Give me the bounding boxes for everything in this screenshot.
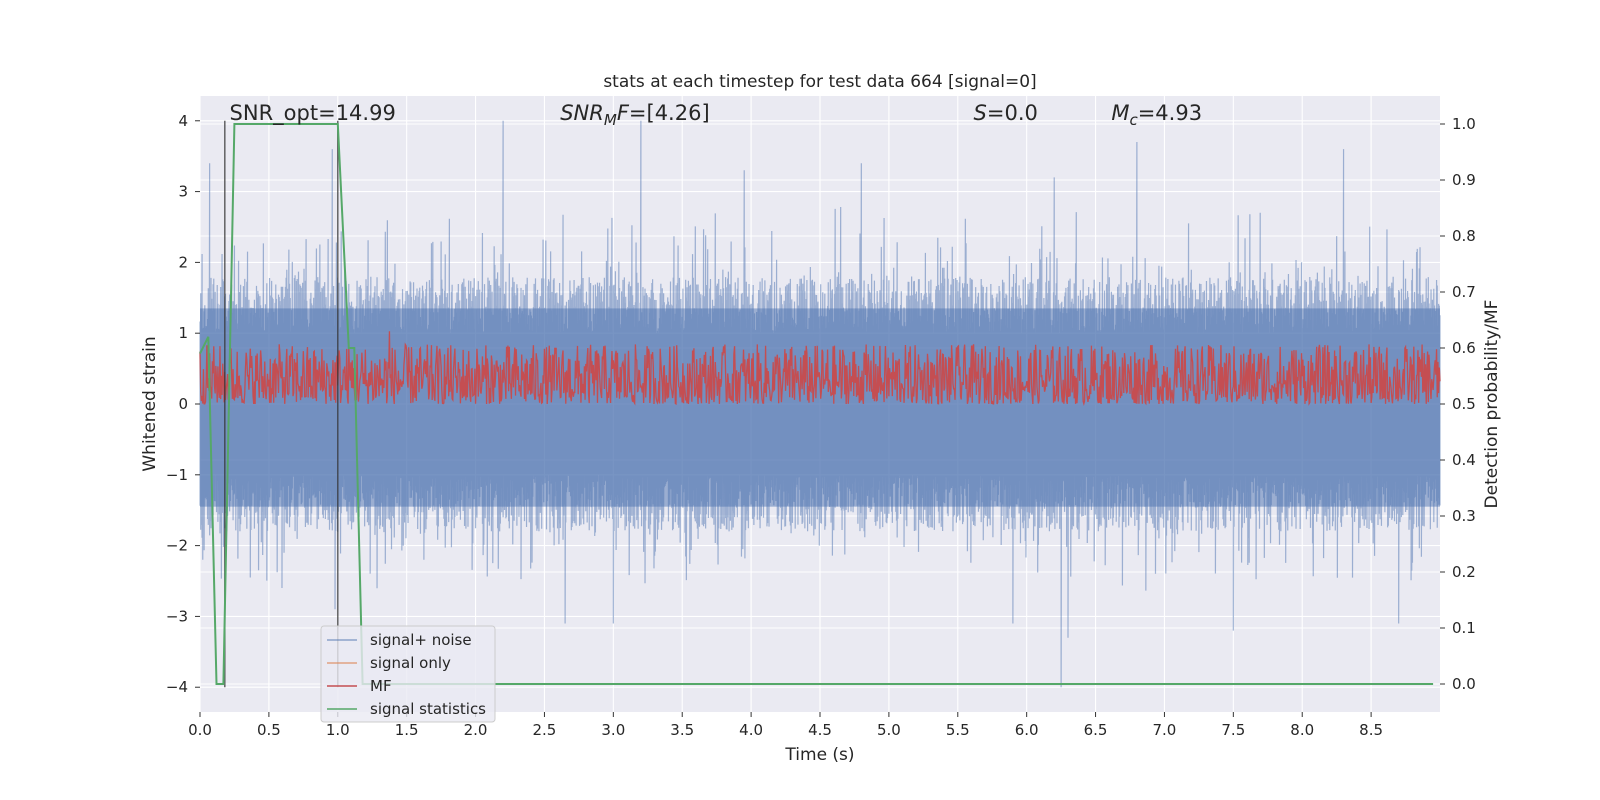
- y-tick-label: 4: [178, 112, 188, 130]
- y-axis-label: Whitened strain: [140, 336, 160, 471]
- y2-tick-label: 0.2: [1452, 563, 1476, 581]
- x-tick-label: 4.0: [739, 721, 763, 739]
- legend-box: [320, 625, 496, 723]
- annotation-0: SNR_opt=14.99: [230, 101, 396, 126]
- x-tick-label: 8.5: [1359, 721, 1383, 739]
- x-tick-label: 0.5: [257, 721, 281, 739]
- y2-tick-label: 0.8: [1452, 227, 1476, 245]
- x-tick-label: 2.5: [533, 721, 557, 739]
- x-tick-label: 8.0: [1290, 721, 1314, 739]
- plot-data: [199, 120, 1441, 688]
- axis-ticks: 0.0 0.5 1.0 1.5 2.0 2.5 3.0 3.5 4.0 4.5 5.0 5.5 6.0 6…: [166, 112, 1476, 739]
- y2-tick-label: 0.5: [1452, 395, 1476, 413]
- y-tick-label: 0: [178, 395, 188, 413]
- y2-tick-label: 0.1: [1452, 619, 1476, 637]
- y-tick-label: 2: [178, 253, 188, 271]
- x-tick-label: 3.5: [670, 721, 694, 739]
- x-tick-label: 6.5: [1084, 721, 1108, 739]
- x-tick-label: 1.0: [326, 721, 350, 739]
- x-tick-label: 0.0: [188, 721, 212, 739]
- x-tick-label: 5.5: [946, 721, 970, 739]
- y2-tick-label: 0.9: [1452, 171, 1476, 189]
- y-tick-label: 1: [178, 324, 188, 342]
- legend-label-signal-only: signal only: [370, 654, 451, 672]
- x-tick-label: 6.0: [1015, 721, 1039, 739]
- x-tick-label: 4.5: [808, 721, 832, 739]
- y2-tick-label: 0.7: [1452, 283, 1476, 301]
- x-tick-label: 7.0: [1153, 721, 1177, 739]
- legend-label-mf: MF: [370, 677, 392, 695]
- y-tick-label: −3: [166, 607, 188, 625]
- annotations: SNR_opt=14.99 SNRMF=[4.26] S=0.0 Mc=4.93: [230, 101, 1203, 129]
- annotation-1: SNRMF=[4.26]: [560, 101, 709, 129]
- annotation-3: Mc=4.93: [1111, 101, 1202, 129]
- y-tick-label: −4: [166, 678, 188, 696]
- x-tick-label: 2.0: [464, 721, 488, 739]
- x-tick-label: 1.5: [395, 721, 419, 739]
- y2-tick-label: 0.0: [1452, 675, 1476, 693]
- legend-label-signal-statistics: signal statistics: [370, 700, 486, 718]
- y2-tick-label: 0.6: [1452, 339, 1476, 357]
- chart-title: stats at each timestep for test data 664…: [603, 72, 1036, 92]
- series-mf-line: [199, 331, 1441, 407]
- series-signal-statistics-line: [199, 123, 1434, 685]
- y2-tick-label: 0.4: [1452, 451, 1476, 469]
- x-tick-label: 7.5: [1221, 721, 1245, 739]
- x-axis-label: Time (s): [784, 745, 854, 765]
- y2-tick-label: 0.3: [1452, 507, 1476, 525]
- x-tick-label: 3.0: [601, 721, 625, 739]
- y2-axis-label: Detection probability/MF: [1482, 300, 1502, 509]
- annotation-2: S=0.0: [974, 101, 1038, 125]
- y-tick-label: 3: [178, 183, 188, 201]
- legend: signal+ noise signal only MF signal stat…: [320, 625, 496, 723]
- x-tick-label: 5.0: [877, 721, 901, 739]
- y-tick-label: −1: [166, 466, 188, 484]
- y2-tick-label: 1.0: [1452, 115, 1476, 133]
- legend-label-signal-noise: signal+ noise: [370, 631, 472, 649]
- y-tick-label: −2: [166, 537, 188, 555]
